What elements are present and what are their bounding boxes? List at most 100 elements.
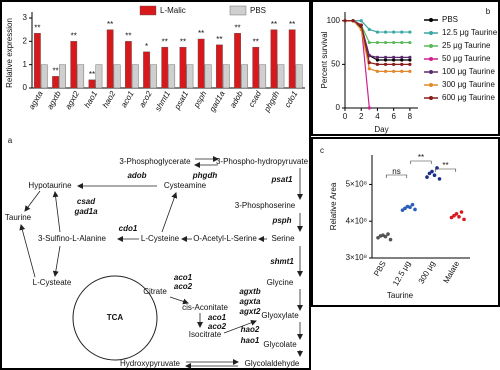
bar	[168, 64, 176, 89]
point	[383, 69, 388, 73]
metabolite: 3-Phospho-hydropyruvate	[216, 157, 309, 166]
point	[430, 169, 434, 174]
point	[388, 237, 393, 242]
legend-label: 25 μg Taurine	[442, 41, 491, 50]
arrow	[52, 245, 61, 277]
panel-a-border	[0, 0, 311, 370]
point	[392, 40, 396, 45]
metabolite: 3-Sulfino-L-Alanine	[38, 234, 107, 243]
significance-label: **	[180, 37, 186, 46]
metabolite: Isocitrate	[189, 330, 222, 339]
x-tick-label: agxtb	[45, 89, 63, 111]
enzyme: hao1	[241, 336, 260, 345]
y-tick-label: 100	[327, 16, 341, 25]
bar	[234, 32, 241, 89]
legend-marker	[429, 31, 433, 35]
significance-label: **	[234, 23, 240, 32]
point	[343, 19, 347, 23]
point	[383, 58, 388, 62]
point	[375, 58, 380, 62]
legend-label: L-Malic	[160, 6, 186, 15]
bar	[131, 64, 139, 89]
metabolite: Glycine	[267, 278, 294, 287]
x-tick-label: Malate	[442, 259, 462, 285]
x-tick-label: gad1a	[208, 89, 227, 113]
enzyme: aco1	[174, 273, 193, 282]
y-axis-label: Relative expression	[5, 18, 14, 88]
point	[375, 55, 380, 59]
x-tick-label: 2	[359, 112, 364, 121]
x-tick-label: 0	[343, 112, 348, 121]
x-tick-label: 4	[375, 112, 380, 121]
enzyme: adob	[127, 171, 146, 180]
point	[400, 58, 404, 62]
point	[432, 173, 437, 178]
metabolite: Serine	[271, 234, 295, 243]
metabolite: Hydroxypyruvate	[120, 359, 181, 368]
x-axis-label: Day	[374, 125, 388, 134]
panel-c-border	[311, 137, 500, 307]
point	[351, 19, 355, 23]
bar	[33, 32, 41, 89]
bar	[179, 46, 187, 89]
arrow	[169, 296, 189, 305]
metabolite: Taurine	[5, 213, 32, 222]
y-axis-label: Relative Area	[329, 182, 338, 230]
point	[408, 30, 412, 34]
x-tick-label: 12.5 μg	[391, 260, 412, 288]
bar	[215, 44, 223, 89]
significance-bracket	[434, 168, 457, 172]
legend-marker	[429, 44, 433, 48]
bar	[70, 41, 78, 89]
x-tick-label: aco2	[137, 89, 154, 109]
significance-label: ns	[392, 167, 400, 176]
metabolite: Glycolaldehyde	[245, 359, 300, 368]
arrow	[19, 224, 36, 278]
point	[383, 234, 388, 239]
point	[410, 202, 415, 207]
enzyme: aco2	[174, 282, 193, 291]
pathway-arrows	[19, 156, 303, 369]
bar	[277, 64, 285, 89]
enzyme: psat1	[271, 175, 293, 184]
point	[375, 30, 380, 34]
point	[383, 30, 388, 34]
enzyme: shmt1	[270, 257, 294, 266]
metabolite: O-Acetyl-L-Serine	[193, 234, 257, 243]
enzyme: aco1	[208, 313, 227, 322]
enzyme: psph	[271, 216, 291, 225]
point	[376, 235, 380, 240]
point	[408, 69, 412, 73]
legend-label: 600 μg Taurine	[442, 93, 495, 102]
point	[392, 55, 396, 59]
legend-label: 12.5 μg Taurine	[442, 28, 498, 37]
bar	[95, 64, 103, 89]
bar	[161, 46, 169, 89]
bar	[77, 64, 85, 89]
legend-marker	[429, 70, 433, 74]
legend-swatch	[229, 5, 247, 16]
bar	[143, 51, 150, 89]
significance-label: **	[198, 29, 204, 38]
point	[383, 55, 388, 59]
bar	[113, 64, 121, 89]
survival-line	[345, 20, 410, 61]
x-tick-label: adob	[228, 89, 245, 109]
y-tick-label: 3×10⁸	[346, 253, 367, 262]
y-tick-label: 5×10⁸	[346, 180, 367, 189]
significance-label: **	[418, 153, 424, 162]
enzyme: phgdh	[192, 171, 218, 180]
significance-label: **	[52, 66, 58, 75]
tca-cycle	[72, 275, 158, 361]
enzyme: csad	[77, 197, 96, 206]
arrow	[161, 192, 178, 233]
metabolite: L-Cysteine	[141, 234, 180, 243]
arrow	[52, 191, 61, 233]
point	[459, 210, 464, 214]
legend-marker	[429, 18, 433, 22]
bar	[259, 64, 267, 89]
significance-label: *	[145, 42, 148, 51]
x-tick-label: agxta	[27, 89, 45, 111]
significance-label: **	[162, 37, 168, 46]
